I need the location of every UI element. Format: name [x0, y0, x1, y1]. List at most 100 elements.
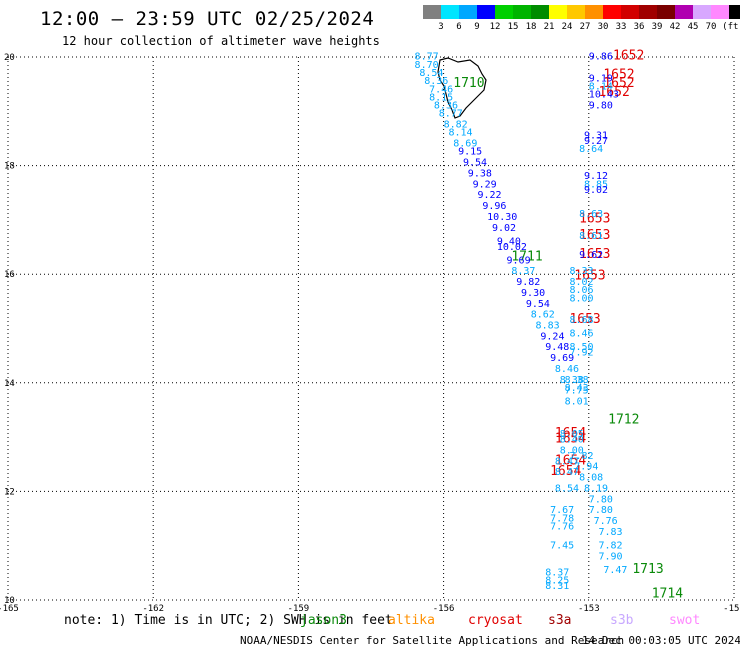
swh-value: 10.30: [487, 212, 517, 223]
swh-value: 9.69: [550, 353, 574, 364]
swh-value: 8.69: [453, 139, 477, 150]
swh-value: 8.38: [560, 375, 584, 386]
mission-legend-item: swot: [669, 613, 701, 628]
mission-legend-item: jason3: [300, 613, 347, 628]
swh-value: 7.67: [550, 505, 574, 516]
swh-value: 8.62: [531, 310, 555, 321]
legend-swatch: [693, 5, 711, 19]
swh-value: 8.38: [565, 375, 589, 386]
pass-time-label: 1654: [555, 453, 586, 468]
swh-value: 7.45: [550, 540, 574, 551]
legend-label: 12: [489, 22, 501, 32]
pass-time-label: 1652: [613, 49, 644, 64]
y-tick-label: 20: [4, 53, 15, 63]
legend-swatch: [567, 5, 585, 19]
swh-value: 8.31: [545, 581, 569, 592]
swh-value: 9.24: [540, 331, 564, 342]
swh-value: 9.86: [589, 52, 613, 63]
legend-swatch: [459, 5, 477, 19]
y-tick-label: 12: [4, 487, 15, 497]
swh-value: 8.00: [560, 445, 584, 456]
legend-label: 24: [561, 22, 573, 32]
swh-value: 7.78: [550, 513, 574, 524]
swh-value: 7.80: [589, 505, 613, 516]
grid: [7, 56, 735, 601]
swh-value: 9.30: [521, 288, 545, 299]
legend-label: 70: [705, 22, 717, 32]
legend-swatch: [729, 5, 740, 19]
swh-value: 7.75: [565, 386, 589, 397]
legend-swatch: [675, 5, 693, 19]
legend-label: 15: [507, 22, 519, 32]
swh-value: 8.68: [569, 315, 593, 326]
legend-label: 21: [543, 22, 555, 32]
swh-value: 8.82: [444, 120, 468, 131]
swh-value: 9.12: [584, 171, 608, 182]
mission-legend-item: s3b: [610, 613, 634, 628]
swh-value: 8.19: [584, 483, 608, 494]
swh-value: 8.63: [579, 209, 603, 220]
legend-swatch: [495, 5, 513, 19]
swh-value: 8.47: [555, 456, 579, 467]
swh-value: 8.00: [569, 293, 593, 304]
color-legend: [423, 5, 740, 19]
legend-label: 33: [615, 22, 627, 32]
x-tick-label: -162: [142, 604, 164, 614]
legend-swatch: [711, 5, 729, 19]
swh-value: 8.77: [439, 109, 463, 120]
pass-time-label: 1652: [603, 68, 634, 83]
swh-value: 9.82: [516, 277, 540, 288]
axis-ticks: -165 -162 -159 -156 -153 -150 20 18 16 14 12 10: [0, 53, 740, 614]
swh-value: 7.83: [598, 527, 622, 538]
y-tick-label: 10: [4, 596, 15, 606]
swh-value: 8.37: [545, 568, 569, 579]
swh-value: 8.36: [424, 76, 448, 87]
legend-swatch: [585, 5, 603, 19]
swh-value: 7.90: [598, 551, 622, 562]
swh-value: 8.14: [448, 128, 472, 139]
legend-label: 27: [579, 22, 591, 32]
legend-label: 42: [669, 22, 681, 32]
data-points: 1710171117121713171416521652165216521653…: [415, 49, 684, 602]
legend-swatch: [531, 5, 549, 19]
swh-value: 9.38: [468, 168, 492, 179]
mission-legend-item: s3a: [548, 613, 572, 628]
swh-value: 8.64: [579, 144, 603, 155]
swh-value: 8.36: [434, 101, 458, 112]
swh-value: 8.70: [415, 60, 439, 71]
swh-value: 8.33: [569, 266, 593, 277]
swh-value: 7.94: [574, 462, 598, 473]
island-coastline: [437, 57, 487, 119]
swh-value: 8.40: [560, 435, 584, 446]
pass-time-label: 1653: [579, 247, 610, 262]
swh-value: 8.37: [511, 266, 535, 277]
legend-label: 18: [525, 22, 537, 32]
swh-value: 8.02: [569, 277, 593, 288]
swh-value: 9.22: [477, 190, 501, 201]
x-tick-label: -159: [288, 604, 310, 614]
swh-value: 10.43: [589, 90, 619, 101]
footer-note: note: 1) Time is in UTC; 2) SWH is in fe…: [64, 613, 393, 628]
pass-time-label: 1654: [555, 426, 586, 441]
swh-value: 9.19: [589, 73, 613, 84]
y-tick-label: 18: [4, 162, 15, 172]
pass-time-label: 1653: [579, 212, 610, 227]
swh-value: 8.15: [429, 92, 453, 103]
legend-label: 36: [633, 22, 645, 32]
swh-value: 10.02: [497, 242, 527, 253]
swh-value: 7.46: [429, 84, 453, 95]
legend-label: 30: [597, 22, 609, 32]
x-tick-label: -165: [0, 604, 19, 614]
swh-value: 9.80: [589, 101, 613, 112]
swh-value: 7.76: [550, 521, 574, 532]
swh-value: 8.14: [589, 82, 613, 93]
legend-swatch: [477, 5, 495, 19]
pass-time-label: 1654: [555, 432, 586, 447]
swh-value: 9.02: [584, 185, 608, 196]
swh-value: 9.69: [507, 255, 531, 266]
swh-value: 8.08: [579, 473, 603, 484]
swh-value: 8.43: [565, 383, 589, 394]
pass-time-label: 1653: [569, 312, 600, 327]
credit-line: NOAA/NESDIS Center for Satellite Applica…: [240, 634, 625, 647]
